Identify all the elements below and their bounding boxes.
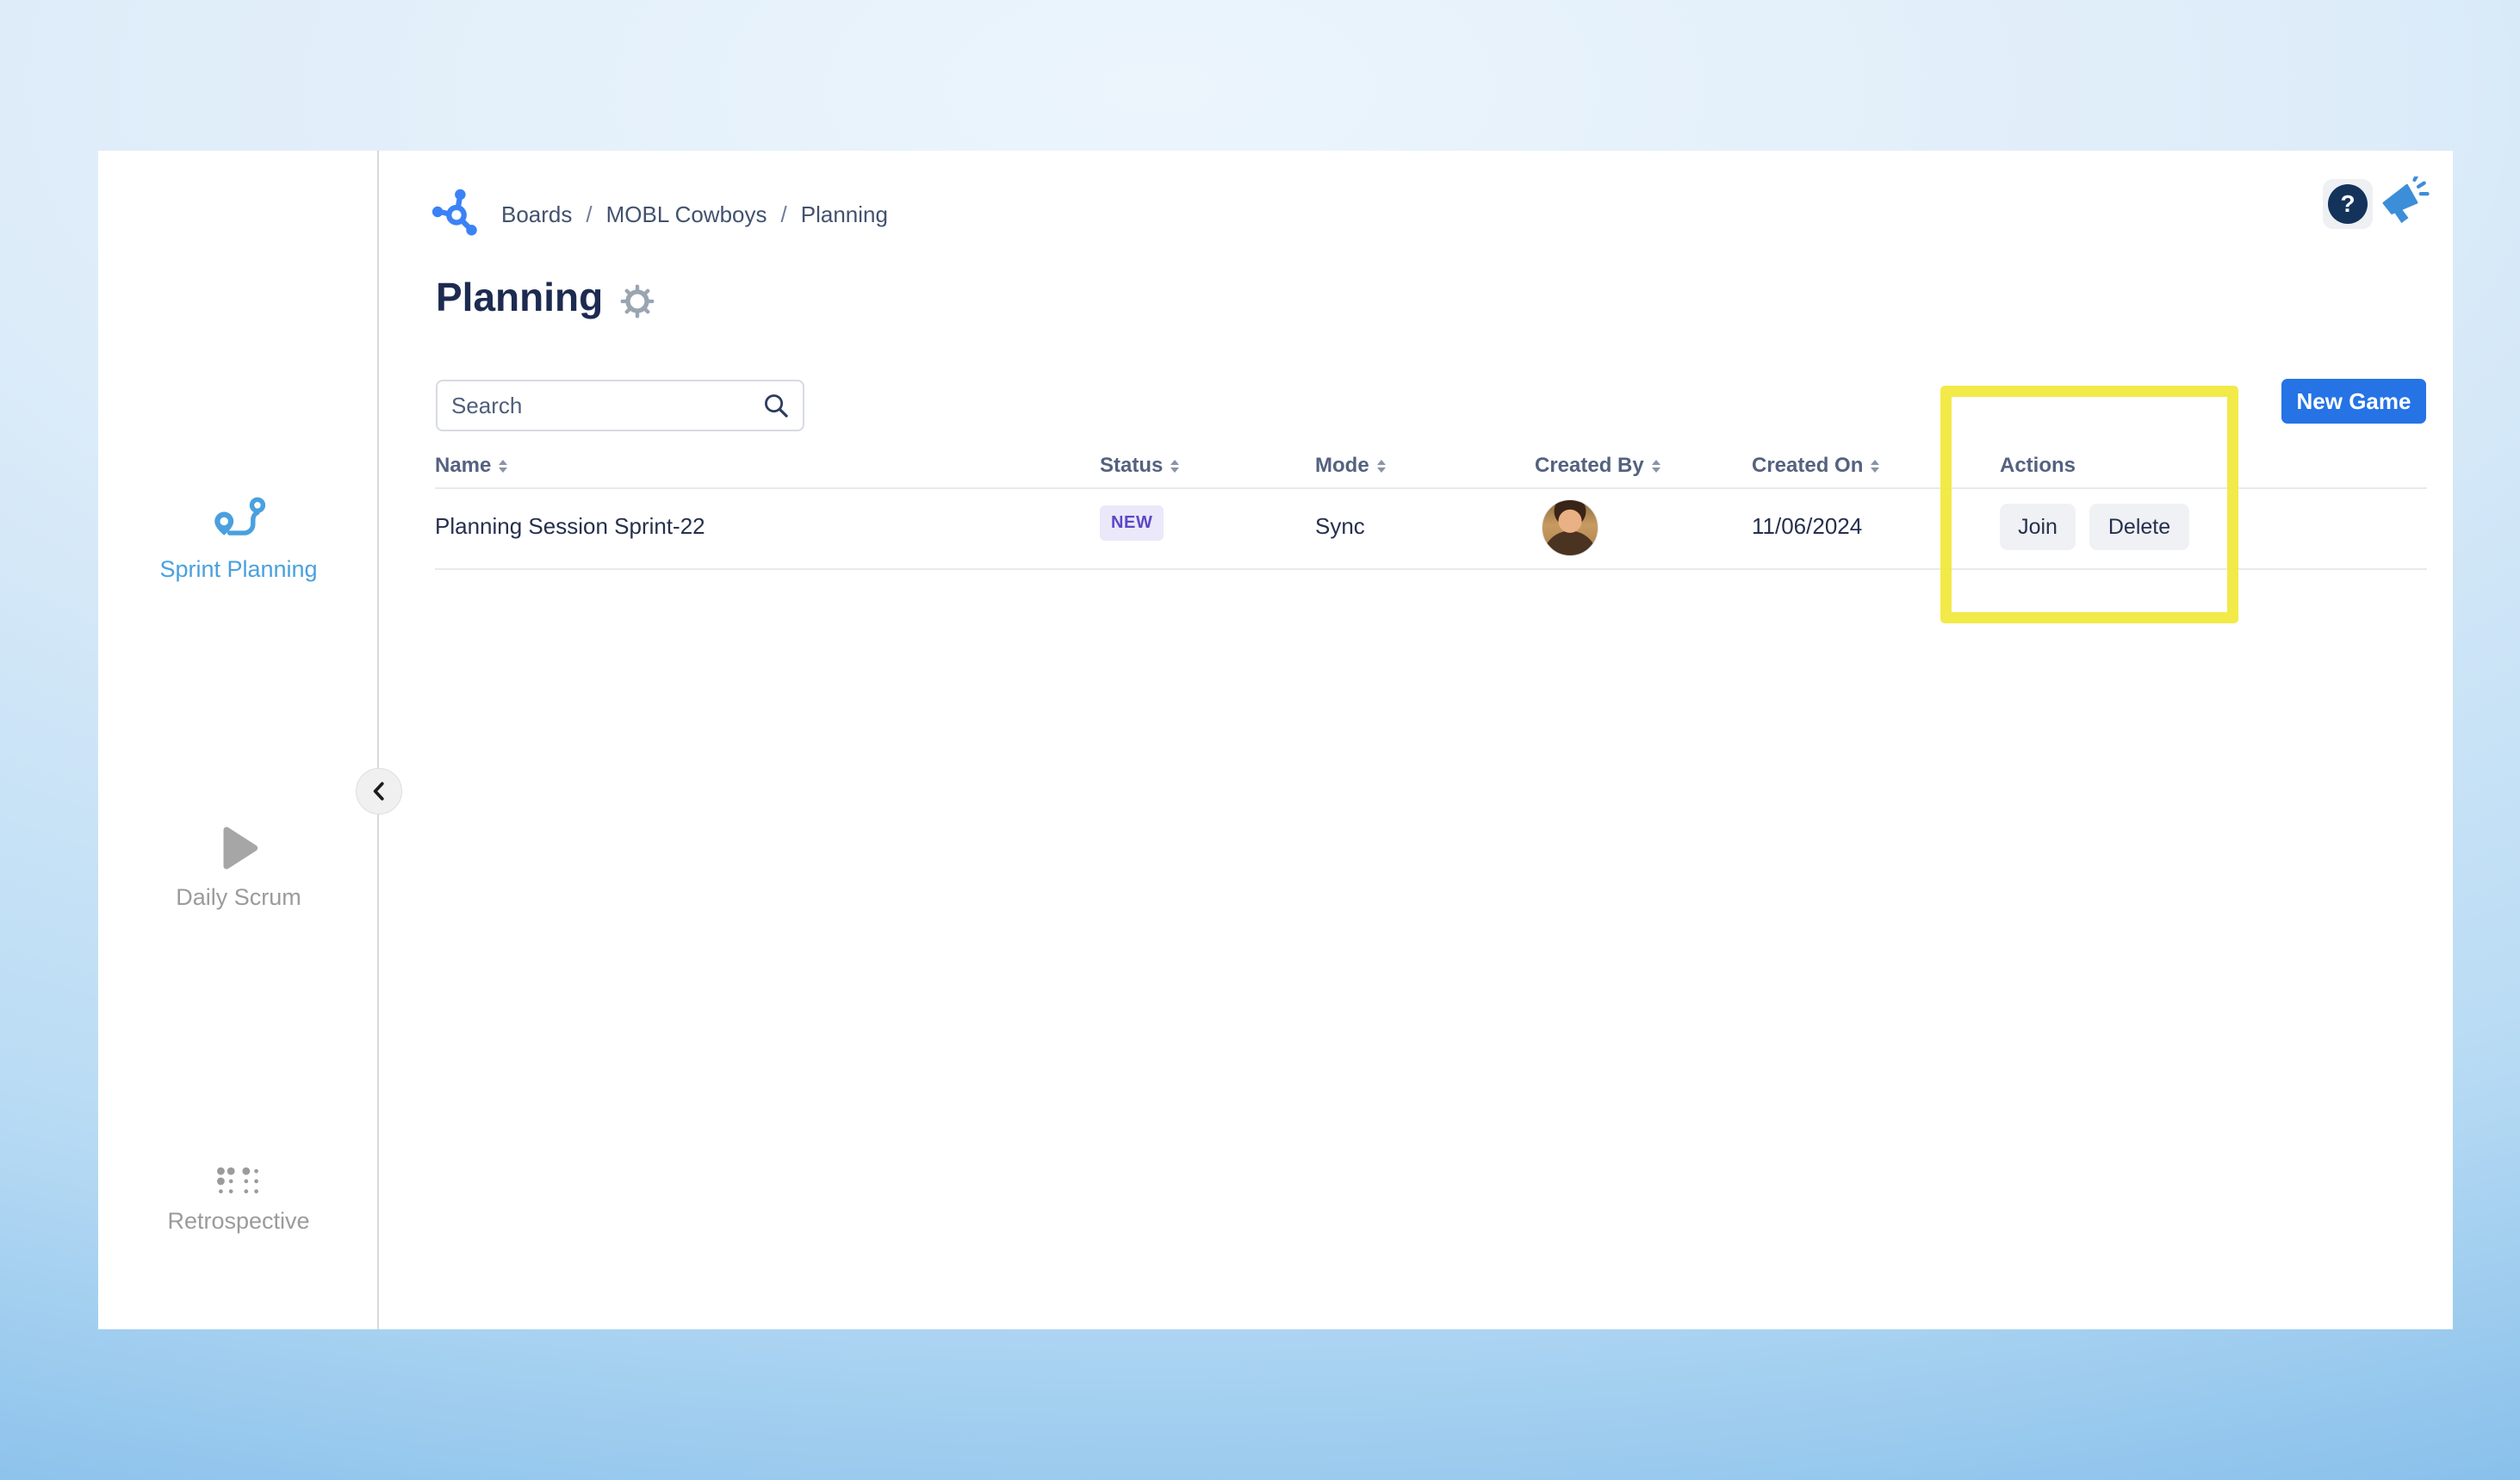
search-input[interactable]: [438, 392, 761, 419]
sidebar-item-label: Sprint Planning: [159, 556, 318, 582]
column-header-status[interactable]: Status: [1100, 454, 1180, 478]
new-game-button[interactable]: New Game: [2281, 379, 2426, 424]
column-header-actions: Actions: [2000, 454, 2076, 477]
breadcrumb-item-planning[interactable]: Planning: [800, 201, 888, 227]
sidebar-item-label: Daily Scrum: [176, 884, 301, 910]
status-badge: NEW: [1100, 505, 1164, 541]
table-divider: [435, 568, 2427, 570]
app-logo-icon[interactable]: [431, 183, 482, 240]
sort-carets-icon: [1170, 459, 1180, 473]
route-map-pin-icon: [214, 497, 265, 536]
help-button[interactable]: ?: [2323, 179, 2373, 229]
sidebar-item-sprint-planning[interactable]: Sprint Planning: [98, 491, 379, 583]
column-header-created-on[interactable]: Created On: [1752, 454, 1880, 478]
sort-carets-icon: [1871, 459, 1880, 473]
sidebar-item-daily-scrum[interactable]: Daily Scrum: [98, 824, 379, 911]
cell-mode: Sync: [1315, 513, 1365, 539]
settings-gear-icon[interactable]: [620, 284, 655, 319]
sort-carets-icon: [1376, 459, 1386, 473]
sidebar-item-label: Retrospective: [167, 1208, 310, 1234]
dots-grid-icon: [217, 1167, 258, 1194]
page-title: Planning: [436, 275, 604, 319]
question-mark-icon: ?: [2328, 184, 2368, 224]
table-divider: [435, 487, 2427, 489]
breadcrumb-item-team[interactable]: MOBL Cowboys: [605, 201, 767, 227]
created-by-avatar: [1542, 499, 1598, 556]
play-triangle-icon: [223, 827, 258, 870]
breadcrumb-item-boards[interactable]: Boards: [501, 201, 573, 227]
column-header-created-by[interactable]: Created By: [1535, 454, 1660, 478]
app-window: Sprint Planning Daily Scrum Retrospectiv…: [98, 151, 2453, 1329]
chevron-left-icon: [373, 782, 384, 801]
sidebar-collapse-button[interactable]: [356, 768, 402, 814]
search-box: [436, 380, 804, 431]
sidebar-item-retrospective[interactable]: Retrospective: [98, 1167, 379, 1235]
table-header-row: Name Status Mode Created By Created On A…: [98, 454, 2453, 486]
join-button[interactable]: Join: [2000, 504, 2076, 550]
sort-carets-icon: [499, 459, 508, 473]
cell-created-on: 11/06/2024: [1752, 513, 1863, 539]
breadcrumb-separator: /: [780, 201, 787, 227]
column-header-mode[interactable]: Mode: [1315, 454, 1386, 478]
search-icon: [765, 394, 788, 418]
announcement-megaphone-icon[interactable]: [2379, 176, 2430, 228]
cell-name: Planning Session Sprint-22: [435, 513, 705, 539]
breadcrumb: Boards / MOBL Cowboys / Planning: [501, 201, 888, 228]
sidebar: Sprint Planning Daily Scrum Retrospectiv…: [98, 151, 379, 1329]
sort-carets-icon: [1651, 459, 1660, 473]
breadcrumb-separator: /: [586, 201, 593, 227]
table-row[interactable]: Planning Session Sprint-22 NEW Sync 11/0…: [98, 488, 2453, 568]
delete-button[interactable]: Delete: [2089, 504, 2189, 550]
column-header-name[interactable]: Name: [435, 454, 508, 478]
